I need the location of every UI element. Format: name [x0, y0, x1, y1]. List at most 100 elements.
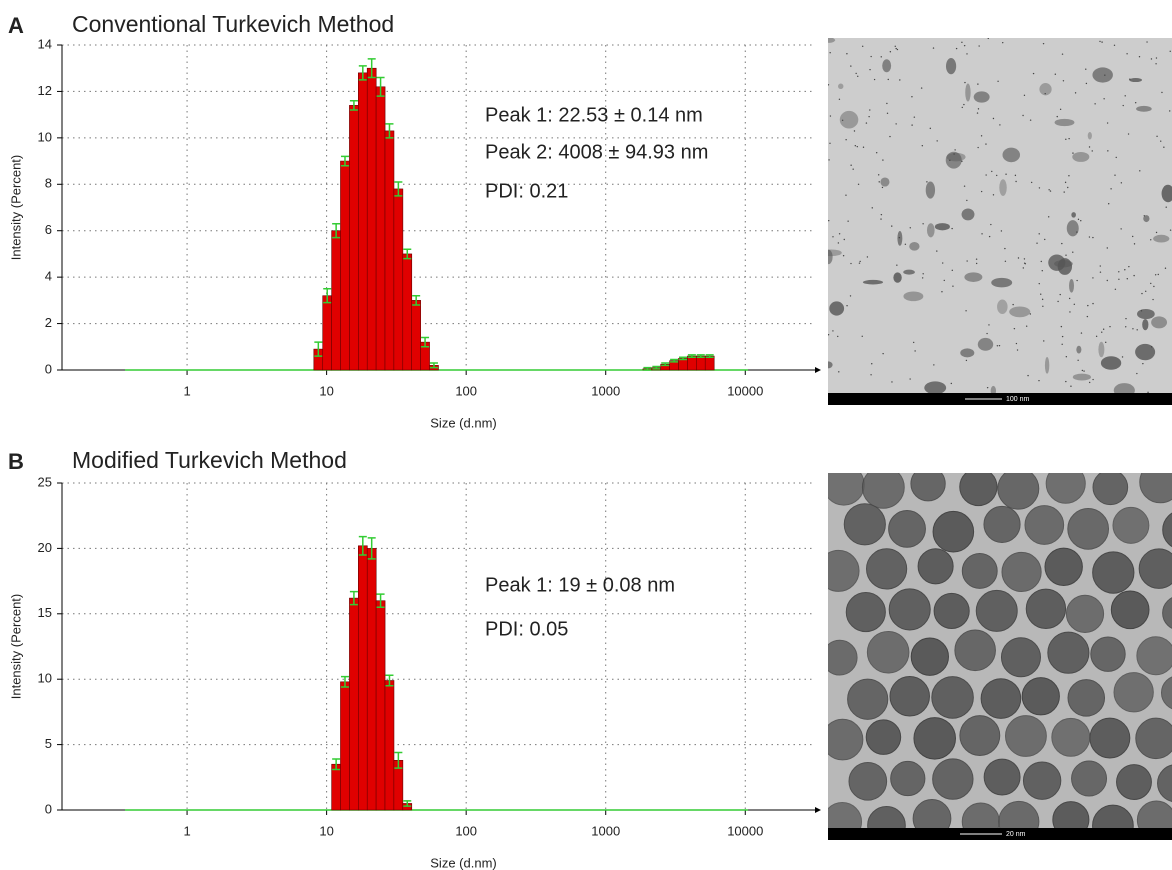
tem-particle — [1046, 464, 1085, 503]
tem-dot — [1170, 229, 1171, 230]
tem-dot — [1139, 56, 1140, 57]
scale-bar-label: 20 nm — [1006, 831, 1026, 838]
tem-particle — [984, 759, 1020, 795]
tem-dot — [828, 159, 829, 160]
tem-dot — [1150, 283, 1151, 284]
tem-dot — [1103, 329, 1104, 330]
tem-dot — [1039, 283, 1040, 284]
tem-dot — [1155, 63, 1156, 64]
x-axis-label: Size (d.nm) — [430, 415, 496, 430]
tem-dot — [1045, 93, 1046, 94]
tem-particle — [960, 348, 974, 357]
annotation: PDI: 0.21 — [485, 180, 568, 202]
tem-dot — [1156, 232, 1157, 233]
tem-dot — [854, 130, 855, 131]
tem-dot — [1122, 356, 1123, 357]
tem-particle — [824, 38, 835, 43]
tem-dot — [888, 79, 889, 80]
tem-dot — [1125, 326, 1126, 327]
tem-dot — [1016, 343, 1017, 344]
tem-particle — [1069, 279, 1074, 293]
tem-dot — [1050, 190, 1051, 191]
tem-dot — [882, 187, 883, 188]
tem-dot — [881, 214, 882, 215]
tem-dot — [1061, 243, 1062, 244]
tem-particle — [911, 467, 945, 501]
tem-dot — [1152, 299, 1153, 300]
tem-dot — [832, 236, 833, 237]
tem-particle — [1002, 148, 1020, 163]
tem-dot — [1155, 274, 1156, 275]
tem-dot — [922, 223, 923, 224]
tem-dot — [1065, 182, 1066, 183]
tem-dot — [1044, 239, 1045, 240]
tem-dot — [828, 220, 829, 221]
tem-dot — [941, 291, 942, 292]
bar — [332, 231, 341, 370]
tem-dot — [1146, 41, 1147, 42]
tem-dot — [839, 99, 840, 100]
tem-particle — [1101, 356, 1121, 370]
tem-dot — [1107, 247, 1108, 248]
tem-particle — [822, 640, 857, 675]
tem-dot — [1089, 236, 1090, 237]
tem-particle — [998, 468, 1039, 509]
tem-dot — [895, 48, 896, 49]
tem-particle — [962, 554, 997, 589]
tem-dot — [1065, 255, 1066, 256]
tem-particle — [1052, 718, 1090, 756]
tem-dot — [1078, 219, 1079, 220]
tem-dot — [965, 310, 966, 311]
tem-dot — [1099, 41, 1100, 42]
bar — [376, 87, 385, 370]
tem-dot — [966, 360, 967, 361]
tem-dot — [845, 139, 846, 140]
tem-dot — [847, 220, 848, 221]
bar — [358, 73, 367, 370]
bar — [394, 189, 403, 370]
tem-particle — [1137, 637, 1172, 675]
tem-dot — [868, 116, 869, 117]
tem-dot — [951, 228, 952, 229]
tem-dot — [986, 333, 987, 334]
tem-dot — [846, 305, 847, 306]
tem-dot — [1075, 92, 1076, 93]
tem-dot — [1023, 267, 1024, 268]
tem-dot — [985, 174, 986, 175]
tem-dot — [1014, 328, 1015, 329]
tem-particle — [1066, 595, 1103, 632]
tem-dot — [899, 79, 900, 80]
tem-dot — [977, 147, 978, 148]
tem-dot — [1064, 191, 1065, 192]
tem-dot — [890, 51, 891, 52]
tem-particle — [863, 280, 883, 285]
tem-dot — [891, 381, 892, 382]
tem-dot — [1092, 150, 1093, 151]
annotation: PDI: 0.05 — [485, 618, 568, 640]
tem-dot — [1107, 150, 1108, 151]
tem-particle — [999, 179, 1006, 196]
tem-particle — [1045, 548, 1082, 585]
tem-dot — [1087, 305, 1088, 306]
tem-dot — [1042, 299, 1043, 300]
tem-dot — [1126, 53, 1127, 54]
tem-dot — [991, 171, 992, 172]
tem-particle — [964, 272, 982, 282]
tem-dot — [1169, 110, 1170, 111]
tem-dot — [832, 330, 833, 331]
tem-dot — [1033, 73, 1034, 74]
tem-dot — [1065, 381, 1066, 382]
tem-dot — [1133, 275, 1134, 276]
tem-dot — [988, 324, 989, 325]
tem-dot — [1061, 326, 1062, 327]
x-tick-label: 1000 — [591, 383, 620, 398]
tem-particle — [1091, 637, 1125, 671]
tem-dot — [882, 159, 883, 160]
tem-dot — [1166, 207, 1167, 208]
tem-dot — [870, 56, 871, 57]
tem-particle — [924, 381, 946, 394]
tem-particle — [976, 590, 1017, 631]
x-tick-label: 10 — [319, 383, 333, 398]
tem-particle — [849, 762, 887, 800]
tem-particle — [889, 511, 926, 548]
